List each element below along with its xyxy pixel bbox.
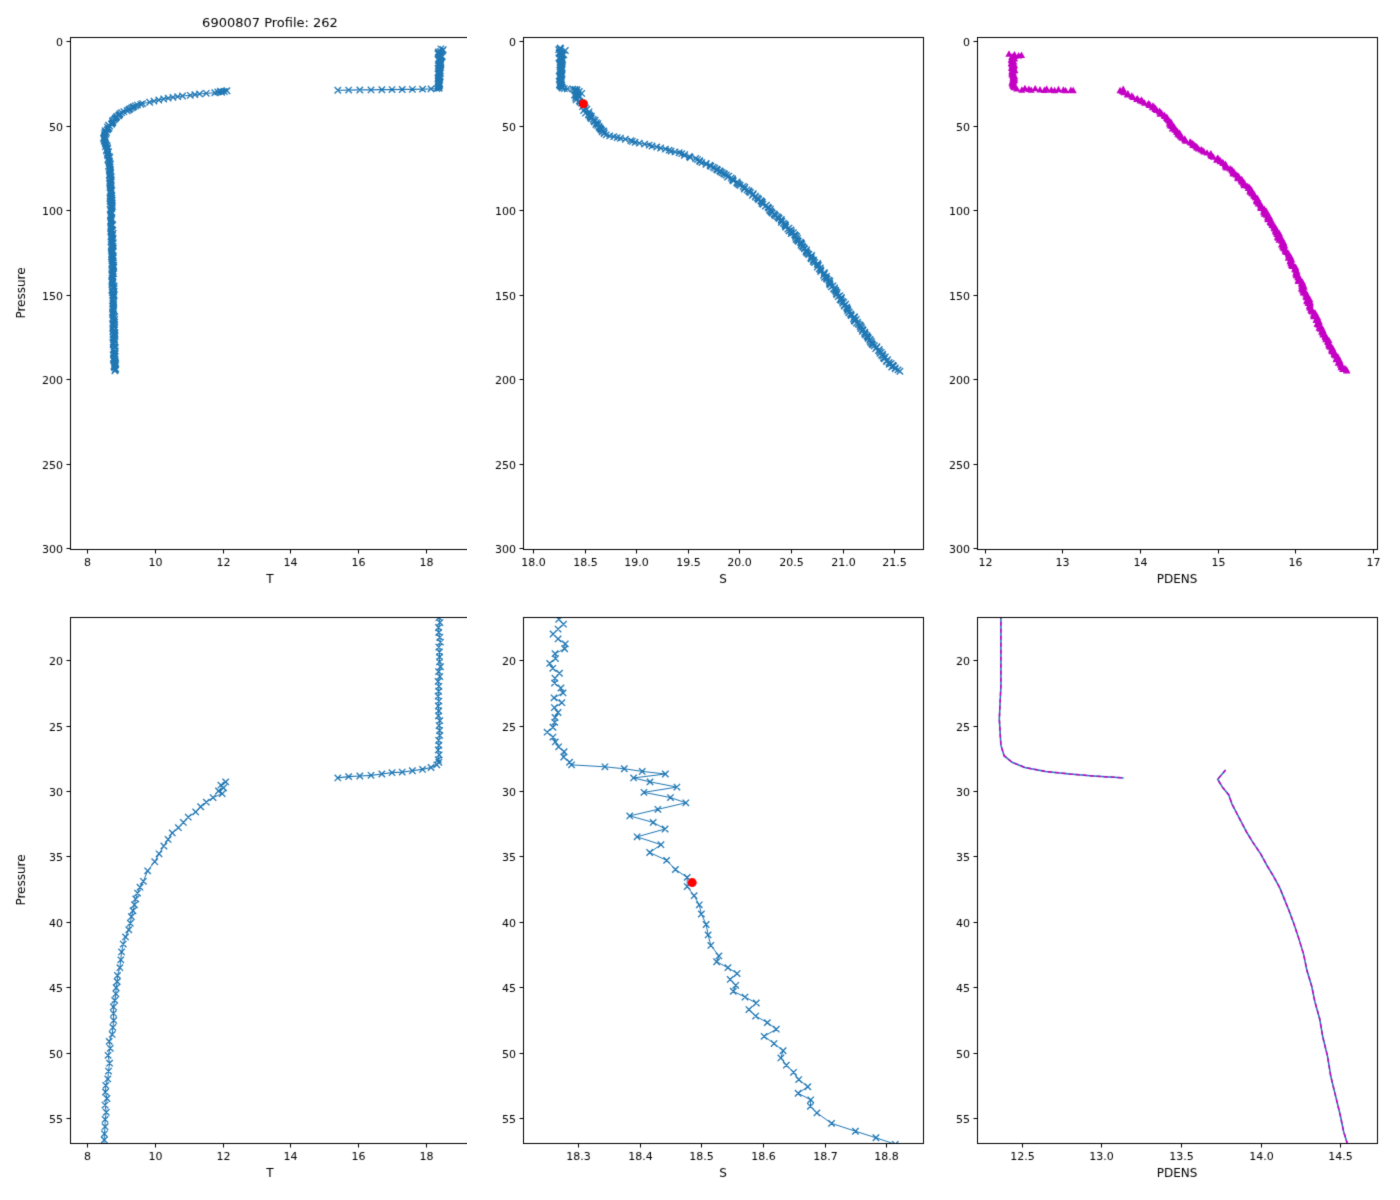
plot-salinity-zoom — [467, 600, 934, 1200]
plot-salinity-full — [467, 0, 934, 600]
plot-pdens-full — [934, 0, 1400, 600]
plot-temperature-full — [0, 0, 467, 600]
plot-temperature-zoom — [0, 600, 467, 1200]
plot-pdens-zoom — [934, 600, 1400, 1200]
